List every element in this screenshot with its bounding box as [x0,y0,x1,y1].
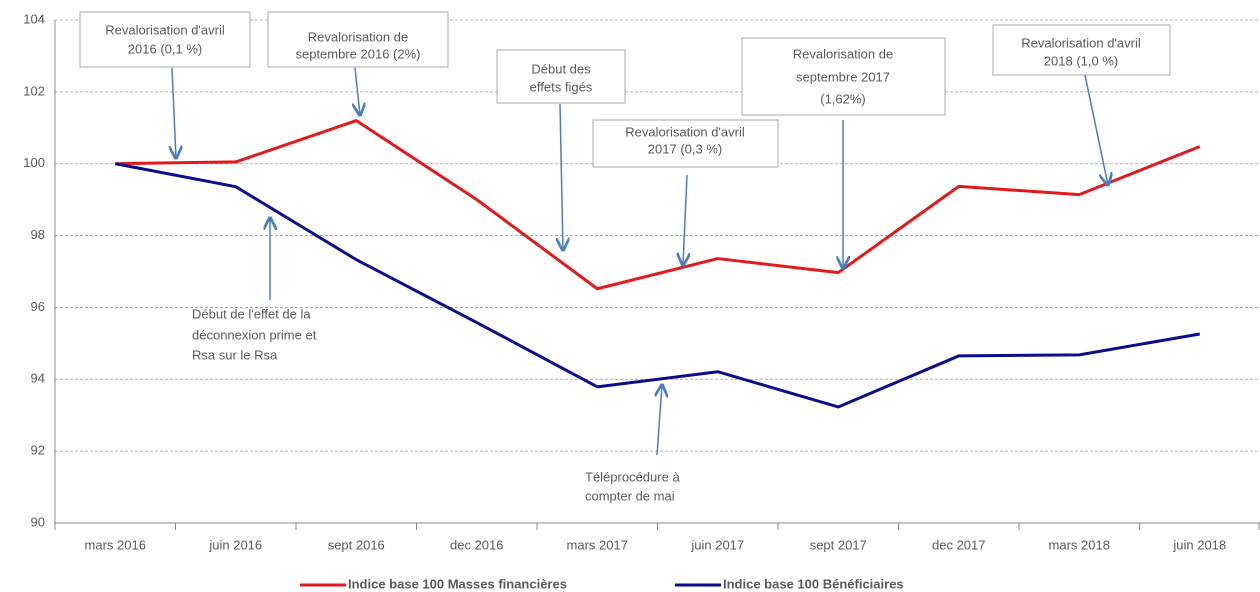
annotation-box [496,49,626,104]
x-tick-label: juin 2017 [690,537,744,552]
annotation: Début de l'effet de la [192,306,311,321]
annotation: Revalorisation de [308,29,408,44]
annotation-arrow [172,67,176,158]
x-tick-label: mars 2017 [567,537,628,552]
annotation: Revalorisation d'avril [1021,35,1141,50]
annotation: Début des [531,61,591,76]
annotation: Revalorisation d'avril [105,22,225,37]
legend-label: Indice base 100 Masses financières [348,576,567,591]
y-tick-label: 94 [31,371,45,386]
annotation-box [992,24,1171,76]
x-tick-label: sept 2016 [328,537,385,552]
annotation: Revalorisation d'avril [625,124,745,139]
annotation: Revalorisation de [793,46,893,61]
series-line [114,162,1201,409]
annotation-box [592,119,779,168]
x-tick-label: dec 2017 [932,537,986,552]
annotation: (1,62%) [820,91,866,106]
y-tick-label: 100 [23,155,45,170]
series-line [115,119,1201,291]
annotation: Téléprocédure à [585,469,680,484]
x-tick-label: dec 2016 [450,537,504,552]
annotation-box [267,11,449,68]
x-tick-label: sept 2017 [810,537,867,552]
y-tick-label: 96 [31,299,45,314]
annotation: 2016 (0,1 %) [128,41,202,56]
x-tick-label: juin 2018 [1172,537,1226,552]
x-tick-label: juin 2016 [208,537,262,552]
y-tick-label: 102 [23,83,45,98]
annotation: effets figés [530,79,593,94]
annotation-arrow [1084,74,1108,185]
y-tick-label: 92 [31,443,45,458]
annotation: Rsa sur le Rsa [192,347,278,362]
annotation-arrow [355,67,360,115]
annotation: septembre 2016 (2%) [295,46,420,61]
annotation: déconnexion prime et [192,327,317,342]
y-tick-label: 90 [31,514,45,529]
annotation: 2018 (1,0 %) [1044,53,1118,68]
y-tick-label: 104 [23,11,45,26]
annotation-arrow [560,103,563,250]
legend-label: Indice base 100 Bénéficiaires [723,576,904,591]
x-tick-label: mars 2018 [1049,537,1110,552]
annotation: septembre 2017 [796,69,890,84]
annotation-arrow [657,385,662,456]
annotation-arrow [683,174,687,265]
y-tick-label: 98 [31,227,45,242]
annotation-box [79,11,251,68]
annotation: compter de mai [585,488,675,503]
x-tick-label: mars 2016 [85,537,146,552]
annotation-box [741,37,946,116]
annotation: 2017 (0,3 %) [648,141,722,156]
